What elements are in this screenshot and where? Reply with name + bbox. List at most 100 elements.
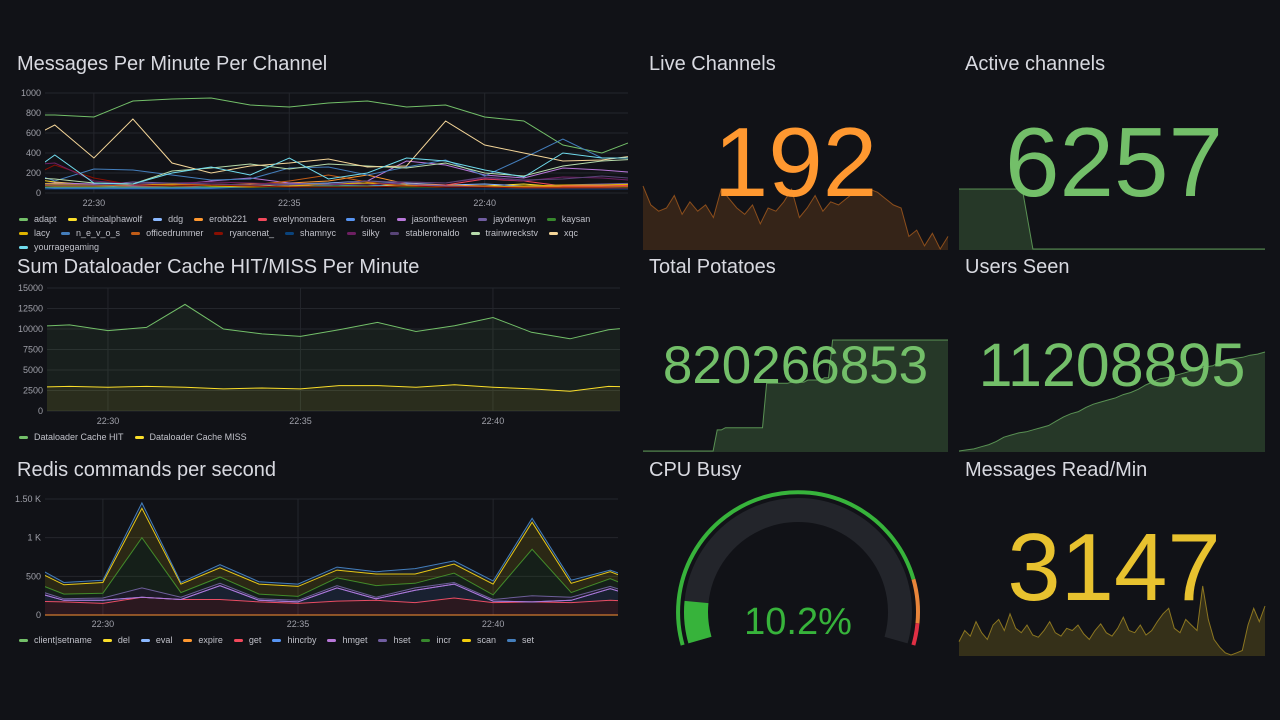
sparkline-area — [643, 186, 948, 250]
x-tick-label: 22:35 — [289, 416, 312, 426]
panel-title-redis[interactable]: Redis commands per second — [17, 459, 277, 481]
legend-item[interactable]: shamnyc — [284, 228, 336, 238]
legend-item[interactable]: forsen — [345, 214, 386, 224]
legend-item[interactable]: Dataloader Cache HIT — [19, 432, 124, 442]
legend-item[interactable]: Dataloader Cache MISS — [134, 432, 247, 442]
legend-item[interactable]: incr — [421, 635, 451, 645]
series-area-scan — [45, 508, 618, 597]
legend-item[interactable]: evelynomadera — [258, 214, 335, 224]
series-area-get — [45, 597, 618, 615]
legend-swatch — [478, 217, 488, 221]
panel-title-active-channels[interactable]: Active channels — [965, 53, 1106, 75]
series-line-get[interactable] — [25, 596, 649, 604]
legend-swatch — [61, 231, 71, 235]
legend-item[interactable]: lacy — [19, 228, 50, 238]
legend-item[interactable]: chinoalphawolf — [67, 214, 142, 224]
legend-label: hset — [393, 635, 411, 645]
messages-per-minute-chart[interactable]: 0 200 400 600 800 1000 22:30 22:35 22:40 — [0, 0, 640, 250]
legend-swatch — [390, 231, 400, 235]
series-line-hset[interactable] — [25, 581, 649, 601]
legend-item[interactable]: erobb221 — [194, 214, 247, 224]
y-tick-label: 800 — [26, 108, 41, 118]
y-tick-label: 12500 — [18, 304, 43, 314]
series-line-xqc[interactable] — [16, 118, 641, 174]
legend-item[interactable]: hincrby — [272, 635, 316, 645]
gauge-track — [684, 498, 912, 644]
series-line-hmget[interactable] — [25, 583, 649, 603]
legend-label: erobb221 — [209, 214, 248, 224]
legend-item[interactable]: stableronaldo — [390, 228, 460, 238]
panel-title-cpu-busy[interactable]: CPU Busy — [649, 459, 742, 481]
sparkline-area — [643, 340, 948, 452]
series-line-Dataloader Cache MISS[interactable] — [31, 384, 647, 392]
series-line-n_e_v_o_s[interactable] — [16, 138, 641, 182]
legend-swatch — [19, 638, 28, 642]
gauge-threshold-band — [911, 623, 920, 646]
legend-swatch — [102, 638, 112, 642]
legend-label: kaysan — [561, 214, 591, 224]
sparkline-area — [959, 586, 1265, 656]
series-line-set[interactable] — [25, 501, 649, 585]
legend-label: expire — [198, 635, 223, 645]
legend-swatch — [346, 231, 356, 235]
legend-item[interactable]: jaydenwyn — [478, 214, 536, 224]
legend-item[interactable]: adapt — [19, 214, 57, 224]
legend-item[interactable]: xqc — [549, 228, 578, 238]
legend-item[interactable]: officedrummer — [131, 228, 203, 238]
legend-swatch — [194, 217, 204, 221]
legend-swatch — [396, 217, 406, 221]
legend-item[interactable]: yourragegaming — [19, 242, 99, 252]
redis-commands-chart[interactable]: 0 500 1 K 1.50 K 22:30 22:35 22:40 — [0, 0, 640, 660]
cpu-busy-value: 10.2% — [744, 601, 852, 643]
series-line-scan[interactable] — [25, 507, 649, 587]
legend-label: ddg — [168, 214, 184, 224]
panel-title-total-potatoes[interactable]: Total Potatoes — [649, 256, 776, 278]
series-line-incr[interactable] — [25, 536, 649, 597]
panel-title-dataloader[interactable]: Sum Dataloader Cache HIT/MISS Per Minute — [17, 256, 420, 278]
legend-label: eval — [155, 635, 173, 645]
panel-title-messages-per-minute[interactable]: Messages Per Minute Per Channel — [17, 53, 328, 75]
panel-title-live-channels[interactable]: Live Channels — [649, 53, 776, 75]
live-channels-value: 192 — [713, 107, 878, 217]
legend-label: ryancenat_ — [229, 228, 274, 238]
legend-swatch — [507, 638, 517, 642]
y-tick-label: 5000 — [23, 365, 43, 375]
legend-item[interactable]: hset — [378, 635, 410, 645]
gauge-threshold-band — [676, 490, 916, 646]
series-line-yourragegaming[interactable] — [16, 152, 641, 185]
legend-swatch — [421, 638, 431, 642]
legend-swatch — [462, 638, 471, 642]
series-line-officedrummer[interactable] — [16, 174, 641, 188]
legend-item[interactable]: hmget — [327, 635, 367, 645]
legend-item[interactable]: client|setname — [19, 635, 92, 645]
legend-item[interactable]: set — [507, 635, 534, 645]
panel-title-messages-read[interactable]: Messages Read/Min — [965, 459, 1148, 481]
legend-item[interactable]: kaysan — [546, 214, 591, 224]
legend-label: client|setname — [34, 635, 92, 645]
legend-item[interactable]: jasontheween — [396, 214, 467, 224]
legend-item[interactable]: ryancenat_ — [214, 228, 274, 238]
series-line-stableronaldo[interactable] — [16, 175, 641, 186]
legend-item[interactable]: del — [102, 635, 130, 645]
legend-label: lacy — [34, 228, 51, 238]
legend-item[interactable]: ddg — [153, 214, 183, 224]
legend-item[interactable]: get — [233, 635, 261, 645]
series-line-adapt[interactable] — [16, 97, 641, 154]
sparkline-line — [959, 188, 1265, 250]
y-tick-label: 0 — [36, 188, 41, 198]
legend-item[interactable]: trainwreckstv — [470, 228, 538, 238]
panel-title-users-seen[interactable]: Users Seen — [965, 256, 1070, 278]
legend-item[interactable]: n_e_v_o_s — [61, 228, 120, 238]
legend-item[interactable]: eval — [140, 635, 173, 645]
series-line-Dataloader Cache HIT[interactable] — [31, 303, 647, 340]
legend-label: hincrby — [287, 635, 317, 645]
sparkline-line — [643, 339, 948, 452]
legend-swatch — [183, 638, 193, 642]
gauge-threshold-band — [911, 578, 920, 624]
legend-label: stableronaldo — [405, 228, 460, 238]
messages-per-minute-legend: adapt chinoalphawolf ddg erobb221 evelynomad… — [19, 214, 619, 252]
legend-item[interactable]: scan — [462, 635, 496, 645]
legend-item[interactable]: silky — [346, 228, 379, 238]
legend-item[interactable]: expire — [183, 635, 223, 645]
